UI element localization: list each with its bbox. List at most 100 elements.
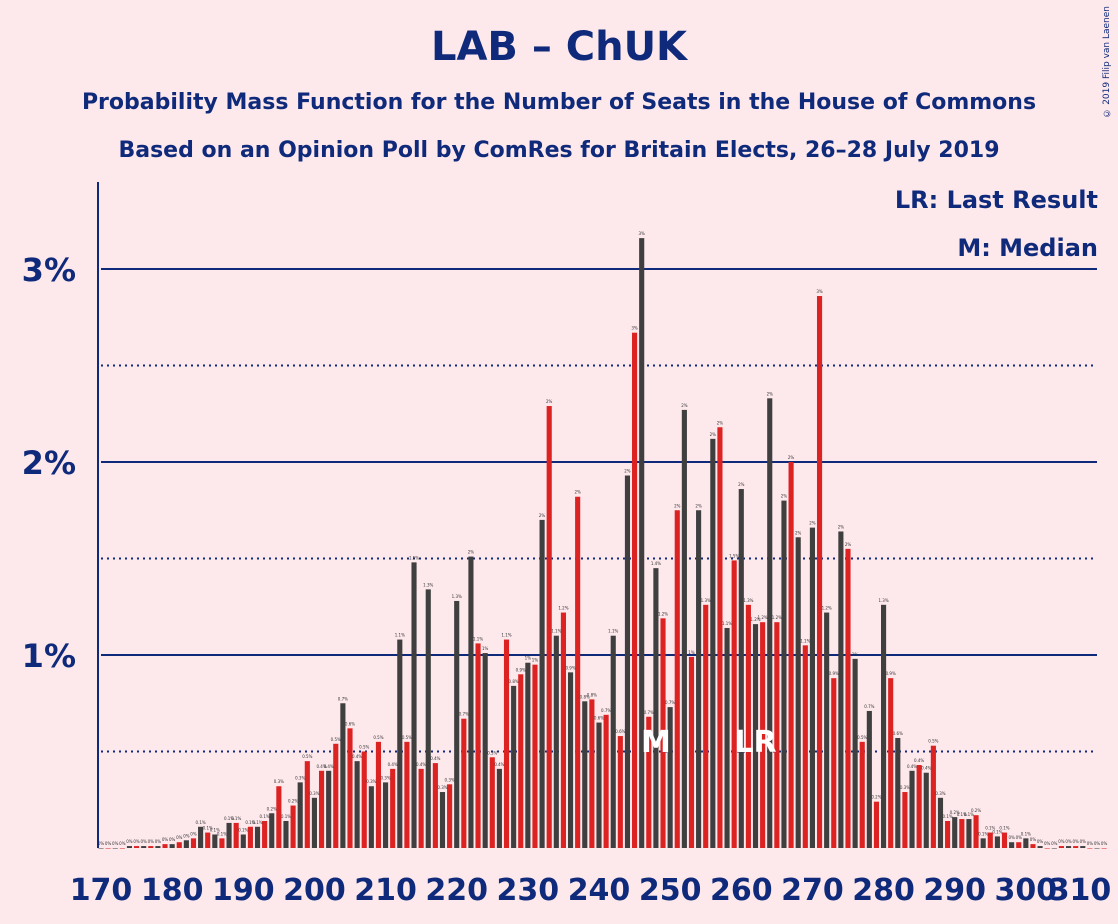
bar-value-label: 0.7% xyxy=(601,708,611,713)
bar-value-label: 1.3% xyxy=(743,598,753,603)
bar-value-label: 0% xyxy=(1037,839,1044,844)
bar-value-label: 1.4% xyxy=(651,561,661,566)
bar xyxy=(176,842,182,848)
bar-value-label: 1.2% xyxy=(658,611,668,616)
bar xyxy=(169,844,175,848)
bar-value-label: 3% xyxy=(816,289,823,294)
bar xyxy=(546,406,552,848)
bar xyxy=(390,768,396,848)
bar xyxy=(447,784,453,848)
bar xyxy=(311,797,317,848)
bar-value-label: 0.5% xyxy=(928,739,938,744)
bar-value-label: 2% xyxy=(624,469,631,474)
bar xyxy=(945,820,951,848)
bar xyxy=(624,475,631,848)
bar-value-label: 0.3% xyxy=(366,779,376,784)
bar xyxy=(688,656,695,848)
bar-value-label: 1.1% xyxy=(608,629,618,634)
bar xyxy=(1009,842,1015,848)
bar-value-label: 0.4% xyxy=(388,762,398,767)
bar xyxy=(162,844,168,848)
bar xyxy=(532,664,538,848)
bar-value-label: 0% xyxy=(1094,841,1101,846)
bar xyxy=(155,846,161,848)
bar-value-label: 0.6% xyxy=(893,731,903,736)
bar-value-label: 2% xyxy=(574,490,581,495)
bar xyxy=(1080,846,1086,848)
bar-value-label: 0% xyxy=(162,837,169,842)
bar-value-label: 0.1% xyxy=(224,816,234,821)
bar-value-label: 0% xyxy=(126,839,133,844)
bar-value-label: 0.7% xyxy=(459,712,469,717)
bar-value-label: 0.7% xyxy=(665,700,675,705)
bar xyxy=(959,819,965,848)
x-tick-label: 280 xyxy=(852,873,915,908)
x-tick-label: 200 xyxy=(283,873,346,908)
bar xyxy=(1051,848,1057,849)
bar xyxy=(254,826,261,848)
bar xyxy=(909,770,915,848)
bar xyxy=(318,770,325,848)
bar-value-label: 0.1% xyxy=(978,831,988,836)
bar xyxy=(425,589,431,848)
bar xyxy=(1001,832,1008,848)
bar-value-label: 0.4% xyxy=(416,762,426,767)
bar xyxy=(283,820,289,848)
bar-value-label: 0.1% xyxy=(231,816,241,821)
bar-value-label: 0.2% xyxy=(267,806,277,811)
bar xyxy=(439,792,446,848)
bar xyxy=(760,622,766,848)
bar-value-label: 0.8% xyxy=(580,694,590,699)
x-tick-label: 300 xyxy=(995,873,1058,908)
bar xyxy=(205,832,211,848)
bar-value-label: 0.9% xyxy=(516,667,526,672)
bar xyxy=(831,678,837,848)
bar-value-label: 0% xyxy=(1008,835,1015,840)
bar xyxy=(240,834,246,848)
bar-value-label: 0.3% xyxy=(437,785,447,790)
bar xyxy=(795,537,801,848)
marker-lr: LR xyxy=(734,725,776,760)
bar xyxy=(710,438,716,848)
bar-value-label: 0% xyxy=(119,841,126,846)
bar-value-label: 1.2% xyxy=(772,615,782,620)
bar xyxy=(632,332,638,848)
bar-value-label: 0.4% xyxy=(907,764,917,769)
bar-value-label: 0.1% xyxy=(217,831,227,836)
bar-value-label: 1.1% xyxy=(800,638,810,643)
bar xyxy=(724,627,730,848)
bar xyxy=(112,848,118,849)
bar-value-label: 0.1% xyxy=(245,820,255,825)
bar xyxy=(190,838,197,848)
bar-value-label: 0% xyxy=(1051,841,1058,846)
bar-value-label: 0.1% xyxy=(1021,831,1031,836)
bar-value-label: 2% xyxy=(468,550,475,555)
bar xyxy=(653,568,659,848)
bar-value-label: 0.5% xyxy=(359,745,369,750)
bar-value-label: 0.2% xyxy=(950,810,960,815)
bar-value-label: 1.3% xyxy=(878,598,888,603)
bar-value-label: 0.9% xyxy=(829,671,839,676)
bar xyxy=(1023,838,1029,848)
bar-value-label: 0.7% xyxy=(338,696,348,701)
bar xyxy=(397,639,403,848)
bar-value-label: 0% xyxy=(1080,839,1087,844)
bar xyxy=(788,462,794,848)
bar-value-label: 0.6% xyxy=(615,729,625,734)
bar-value-label: 0.9% xyxy=(565,665,575,670)
bar xyxy=(667,707,673,848)
bar xyxy=(304,761,310,848)
bar xyxy=(411,562,417,848)
bar xyxy=(767,398,773,848)
bar-value-label: 1% xyxy=(532,658,539,663)
bar-value-label: 1% xyxy=(525,656,532,661)
bar-value-label: 2% xyxy=(809,521,816,526)
x-tick-label: 290 xyxy=(923,873,986,908)
bar xyxy=(916,765,922,848)
bar-value-label: 3% xyxy=(639,231,646,236)
bar-value-label: 1.5% xyxy=(729,553,739,558)
bar-value-label: 0.4% xyxy=(352,754,362,759)
bar xyxy=(1058,846,1064,848)
bar-value-label: 0.1% xyxy=(957,812,967,817)
bar-value-label: 0.3% xyxy=(900,785,910,790)
